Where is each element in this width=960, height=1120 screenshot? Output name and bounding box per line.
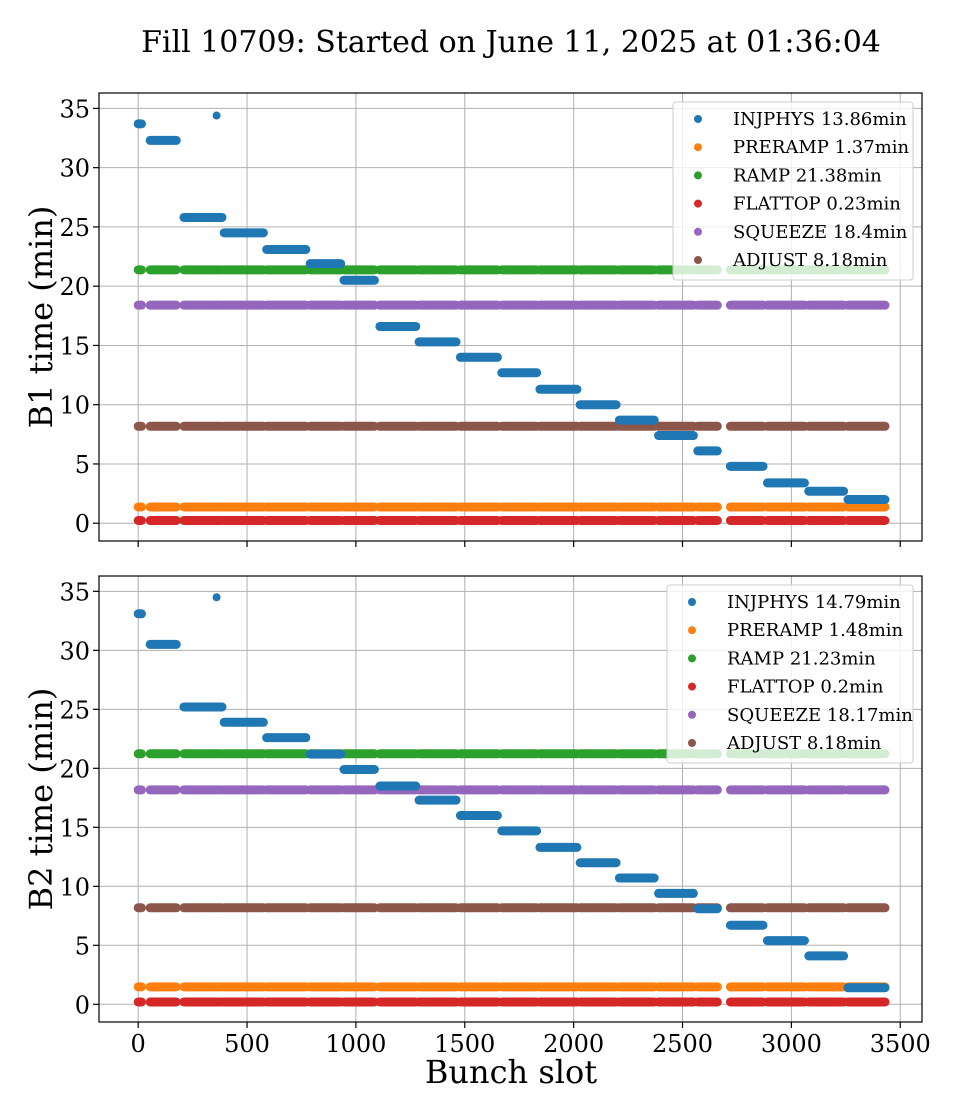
- legend-label: SQUEEZE 18.4min: [733, 222, 908, 243]
- y-tick-label: 10: [59, 873, 90, 901]
- legend-marker-preramp: [688, 626, 696, 635]
- legend-marker-squeeze: [688, 710, 696, 719]
- y-tick-label: 20: [59, 273, 90, 301]
- legend-marker-preramp: [694, 143, 702, 152]
- x-tick-label: 1500: [434, 1030, 495, 1058]
- panel-b1: 0 5 10 15 20 25 30 35 B1 time (min) INJPHYS 13.86…: [22, 92, 923, 547]
- legend-label: FLATTOP 0.2min: [727, 677, 884, 698]
- x-tick-label: 3500: [870, 1030, 931, 1058]
- y-tick-label: 5: [75, 932, 90, 960]
- data-point-injphys: [212, 593, 221, 602]
- legend-label: FLATTOP 0.23min: [733, 194, 901, 215]
- y-tick-label: 15: [59, 332, 90, 360]
- legend-marker-injphys: [694, 115, 702, 123]
- y-axis-label: B2 time (min): [22, 688, 60, 911]
- y-tick-label: 10: [59, 392, 90, 420]
- y-tick-label: 30: [59, 155, 90, 183]
- legend-marker-ramp: [694, 171, 702, 180]
- legend-marker-ramp: [688, 654, 696, 663]
- y-tick-label: 5: [75, 451, 90, 479]
- axes-frame: [98, 575, 923, 1023]
- legend-label: RAMP 21.23min: [727, 648, 876, 669]
- legend-box: [666, 584, 914, 764]
- y-axis-label: B1 time (min): [22, 206, 60, 429]
- panel-b2: 0 5 10 15 20 25 30 35 0 500 1000 1500 2000 2500 3000 35…: [22, 575, 931, 1058]
- x-tick-label: 2000: [543, 1030, 604, 1058]
- legend-label: SQUEEZE 18.17min: [727, 705, 913, 726]
- legend-label: ADJUST 8.18min: [732, 250, 888, 271]
- x-tick-label: 2500: [652, 1030, 713, 1058]
- y-tick-label: 35: [59, 578, 90, 606]
- legend-label: INJPHYS 13.86min: [733, 109, 907, 130]
- legend-marker-flattop: [694, 199, 702, 208]
- x-tick-label: 0: [131, 1030, 146, 1058]
- y-tick-label: 15: [59, 814, 90, 842]
- legend-label: ADJUST 8.18min: [726, 733, 882, 754]
- legend-label: PRERAMP 1.48min: [727, 620, 904, 641]
- y-tick-label: 25: [59, 214, 90, 242]
- chart-title: Fill 10709: Started on June 11, 2025 at …: [141, 25, 881, 60]
- legend-label: INJPHYS 14.79min: [727, 592, 901, 613]
- y-tick-label: 25: [59, 696, 90, 724]
- legend-marker-injphys: [688, 598, 696, 606]
- y-tick-label: 20: [59, 755, 90, 783]
- data-point-injphys: [212, 111, 221, 120]
- y-tick-label: 0: [75, 510, 90, 538]
- legend-label: PRERAMP 1.37min: [733, 137, 910, 158]
- legend-box: [672, 101, 914, 281]
- x-axis-label: Bunch slot: [425, 1053, 597, 1091]
- y-tick-label: 35: [59, 95, 90, 123]
- x-tick-label: 3000: [761, 1030, 822, 1058]
- y-tick-label: 0: [75, 991, 90, 1019]
- legend-label: RAMP 21.38min: [733, 165, 882, 186]
- y-tick-label: 30: [59, 637, 90, 665]
- axes-frame: [98, 92, 923, 542]
- x-tick-label: 500: [224, 1030, 270, 1058]
- legend-marker-adjust: [694, 256, 702, 264]
- legend-marker-squeeze: [694, 227, 702, 236]
- legend-marker-adjust: [688, 739, 696, 747]
- x-tick-label: 1000: [325, 1030, 386, 1058]
- legend-marker-flattop: [688, 682, 696, 691]
